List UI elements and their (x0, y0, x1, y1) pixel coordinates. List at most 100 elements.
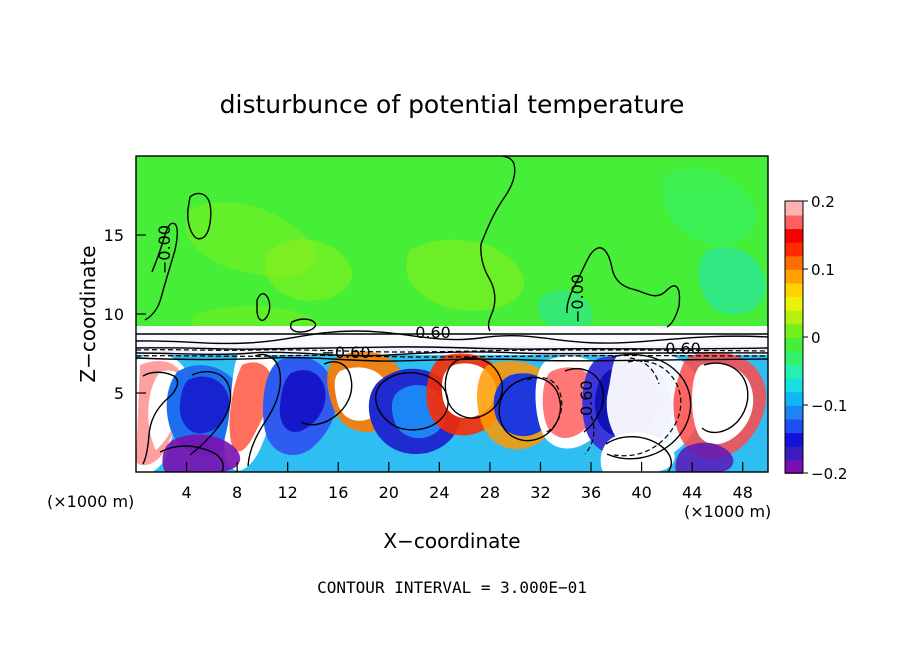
x-unit-right: (×1000 m) (684, 502, 771, 521)
y-tick-marks (136, 234, 146, 394)
contour-interval-note: CONTOUR INTERVAL = 3.000E−01 (317, 578, 587, 597)
contour-line (247, 353, 282, 467)
contour-line (144, 222, 178, 321)
contour-line (375, 372, 449, 431)
x-unit-left: (×1000 m) (47, 492, 134, 511)
contour-line (480, 243, 496, 332)
colorbar-tick-label: 0.1 (811, 261, 835, 279)
colorbar-swatch (785, 405, 803, 420)
lower-patch (691, 363, 754, 445)
contour-line (300, 361, 353, 426)
contour-line (606, 353, 692, 460)
colorbar-swatch (785, 364, 803, 379)
lower-patch (279, 370, 326, 432)
colorbar: 0.2 0.1 0 −0.1 −0.2 (784, 193, 847, 483)
contour-line (629, 357, 660, 385)
plot-frame (135, 155, 769, 473)
colorbar-tick-label: 0.2 (811, 193, 835, 211)
x-tick-label: 32 (530, 483, 550, 502)
colorbar-swatch (785, 241, 803, 257)
plot-area: −0.00 −0.00 0.60 0.60 −0.60 0.60 (135, 155, 769, 473)
x-tick-label: 20 (379, 483, 399, 502)
upper-patch (185, 201, 317, 278)
contour-label: 0.60 (577, 380, 596, 416)
x-tick-labels: 4 8 12 16 20 24 28 32 36 40 44 48 (181, 483, 752, 502)
contour-label: −0.60 (321, 343, 370, 362)
contour-line (136, 351, 768, 357)
contour-label: 0.60 (665, 339, 701, 358)
lower-patch (162, 434, 241, 472)
x-tick-label: 8 (232, 483, 242, 502)
contour-line (136, 330, 768, 345)
x-tick-label: 24 (429, 483, 449, 502)
contour-line (136, 356, 768, 362)
colorbar-swatch (785, 214, 803, 230)
colorbar-swatch (785, 391, 803, 406)
x-tick-label: 12 (278, 483, 298, 502)
colorbar-swatch (785, 323, 803, 338)
x-tick-marks (185, 462, 744, 472)
colorbar-swatch (785, 282, 803, 298)
colorbar-swatch (785, 432, 803, 447)
contour-label: 0.60 (415, 323, 451, 342)
contour-label-group: −0.00 −0.00 0.60 0.60 −0.60 0.60 (155, 225, 701, 416)
contour-line (498, 376, 562, 442)
upper-patch (264, 239, 353, 301)
upper-patch (698, 246, 766, 315)
x-tick-label: 36 (581, 483, 601, 502)
contour-line (566, 247, 681, 328)
contour-line (605, 436, 673, 472)
lower-patch (179, 376, 230, 434)
y-tick-labels: 5 10 15 (104, 226, 124, 403)
contour-lines (136, 156, 768, 472)
colorbar-swatch (785, 337, 803, 352)
colorbar-swatch (785, 255, 803, 270)
contour-line (289, 318, 317, 333)
y-tick-label: 15 (104, 226, 124, 245)
contour-line (701, 362, 749, 434)
x-tick-label: 28 (480, 483, 500, 502)
dashed-contours (136, 349, 768, 457)
heatmap-field (136, 156, 768, 472)
colorbar-swatches (785, 201, 803, 474)
colorbar-tick-label: 0 (811, 329, 821, 347)
y-tick-label: 5 (114, 384, 124, 403)
chart-title: disturbunce of potential temperature (220, 90, 685, 119)
upper-patch (661, 169, 758, 246)
colorbar-swatch (785, 309, 803, 325)
contour-line (136, 346, 768, 350)
colorbar-swatch (785, 201, 803, 216)
x-tick-label: 44 (682, 483, 702, 502)
contour-line (256, 293, 271, 322)
contour-line (187, 192, 212, 240)
contour-line (444, 357, 504, 419)
colorbar-labels: 0.2 0.1 0 −0.1 −0.2 (811, 193, 847, 483)
x-axis-label: X−coordinate (383, 529, 520, 553)
contour-label: −0.00 (155, 225, 174, 274)
contour-line (526, 376, 563, 434)
colorbar-swatch (785, 350, 803, 366)
colorbar-swatch (785, 269, 803, 284)
colorbar-swatch (785, 377, 803, 393)
lower-patch (229, 362, 273, 452)
colorbar-tick-label: −0.1 (811, 397, 847, 415)
contour-label: −0.00 (568, 274, 587, 323)
colorbar-ticks (803, 200, 808, 474)
colorbar-tick-label: −0.2 (811, 465, 847, 483)
y-tick-label: 10 (104, 305, 124, 324)
colorbar-swatch (785, 418, 803, 434)
contour-line (564, 368, 604, 433)
upper-patch (537, 290, 593, 332)
colorbar-swatch (785, 296, 803, 311)
contour-line (189, 371, 232, 456)
x-tick-label: 4 (181, 483, 191, 502)
x-tick-label: 40 (631, 483, 651, 502)
x-tick-label: 16 (328, 483, 348, 502)
contour-line (613, 360, 682, 457)
contour-line (159, 445, 224, 472)
colorbar-swatch (785, 445, 803, 461)
colorbar-swatch (785, 459, 803, 474)
contour-line (480, 156, 516, 245)
colorbar-swatch (785, 228, 803, 243)
